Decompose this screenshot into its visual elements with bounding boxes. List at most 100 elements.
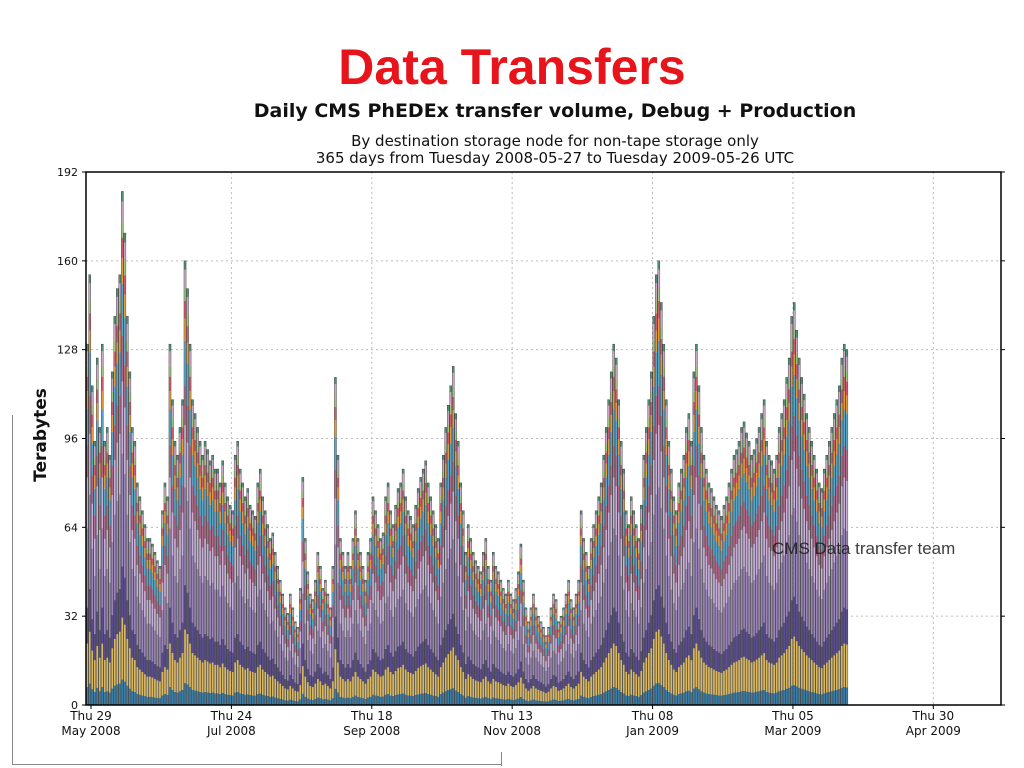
bar-segment bbox=[394, 607, 397, 652]
bar-segment bbox=[186, 288, 189, 297]
bar-segment bbox=[472, 552, 475, 556]
bar-segment bbox=[672, 602, 675, 649]
bar-segment bbox=[625, 528, 628, 536]
bar-segment bbox=[432, 545, 435, 566]
bar-segment bbox=[279, 671, 282, 684]
bar-segment bbox=[788, 403, 791, 421]
bar-segment bbox=[559, 624, 563, 628]
bar-segment bbox=[387, 511, 390, 523]
bar-segment bbox=[572, 616, 575, 621]
bar-segment bbox=[301, 491, 304, 498]
bar-segment bbox=[93, 457, 96, 466]
bar-segment bbox=[269, 660, 272, 677]
bar-segment bbox=[266, 591, 269, 617]
bar-segment bbox=[529, 620, 533, 626]
bar-segment bbox=[96, 364, 99, 379]
bar-segment bbox=[161, 545, 164, 566]
bar-segment bbox=[457, 457, 460, 466]
bar-segment bbox=[517, 609, 520, 622]
bar-segment bbox=[504, 600, 507, 604]
bar-segment bbox=[547, 634, 550, 638]
bar-segment bbox=[805, 413, 808, 420]
bar-segment bbox=[489, 596, 492, 603]
bar-segment bbox=[497, 574, 500, 580]
bar-segment bbox=[635, 656, 638, 675]
bar-segment bbox=[131, 477, 134, 506]
bar-segment bbox=[778, 452, 781, 464]
bar-segment bbox=[462, 510, 465, 515]
bar-segment bbox=[717, 514, 721, 523]
bar-segment bbox=[246, 568, 249, 599]
bar-segment bbox=[580, 545, 583, 566]
bar-segment bbox=[805, 451, 808, 466]
bar-segment bbox=[214, 556, 217, 590]
bar-segment bbox=[557, 632, 560, 637]
bar-segment bbox=[835, 405, 838, 418]
bar-segment bbox=[196, 691, 199, 705]
bar-segment bbox=[311, 676, 314, 688]
bar-segment bbox=[517, 571, 520, 575]
bar-segment bbox=[795, 686, 798, 705]
bar-segment bbox=[810, 691, 813, 705]
bar-segment bbox=[539, 682, 543, 691]
bar-segment bbox=[655, 352, 658, 396]
bar-segment bbox=[833, 439, 836, 452]
bar-segment bbox=[587, 591, 590, 606]
bar-segment bbox=[580, 695, 583, 705]
bar-segment bbox=[166, 669, 169, 695]
bar-segment bbox=[221, 475, 224, 483]
bar-segment bbox=[775, 500, 778, 526]
bar-segment bbox=[349, 605, 352, 618]
bar-segment bbox=[437, 553, 440, 561]
bar-segment bbox=[755, 454, 758, 463]
bar-segment bbox=[364, 596, 367, 603]
bar-segment bbox=[138, 515, 141, 524]
bar-segment bbox=[389, 671, 392, 696]
bar-segment bbox=[427, 545, 430, 566]
bar-segment bbox=[640, 505, 643, 510]
bar-segment bbox=[183, 682, 187, 705]
bar-segment bbox=[256, 693, 259, 705]
bar-segment bbox=[818, 693, 821, 705]
bar-segment bbox=[542, 634, 545, 638]
bar-segment bbox=[464, 595, 467, 609]
bar-segment bbox=[615, 611, 618, 647]
bar-segment bbox=[221, 482, 224, 493]
bar-segment bbox=[808, 463, 811, 478]
bar-segment bbox=[524, 613, 528, 617]
bar-segment bbox=[121, 222, 124, 238]
bar-segment bbox=[156, 614, 159, 635]
bar-segment bbox=[502, 685, 505, 700]
bar-segment bbox=[324, 626, 327, 644]
bar-segment bbox=[700, 630, 703, 658]
bar-segment bbox=[710, 488, 713, 493]
bar-segment bbox=[504, 675, 507, 687]
bar-segment bbox=[482, 697, 485, 705]
bar-segment bbox=[417, 507, 420, 517]
bar-segment bbox=[467, 591, 470, 617]
bar-segment bbox=[241, 496, 244, 503]
bar-segment bbox=[750, 547, 753, 583]
bar-segment bbox=[121, 381, 124, 454]
bar-segment bbox=[397, 492, 400, 502]
bar-segment bbox=[188, 351, 192, 366]
bar-segment bbox=[529, 678, 533, 689]
bar-segment bbox=[153, 572, 156, 580]
bar-segment bbox=[452, 688, 455, 705]
bar-segment bbox=[126, 514, 129, 601]
bar-segment bbox=[216, 469, 219, 474]
bar-segment bbox=[675, 510, 678, 515]
bar-segment bbox=[580, 671, 583, 696]
bar-segment bbox=[605, 463, 608, 478]
bar-segment bbox=[632, 671, 635, 696]
bar-segment bbox=[309, 699, 312, 705]
bar-segment bbox=[181, 405, 184, 418]
bar-segment bbox=[123, 242, 126, 262]
bar-segment bbox=[783, 439, 786, 455]
bar-segment bbox=[670, 483, 673, 491]
bar-segment bbox=[439, 496, 442, 503]
bar-segment bbox=[188, 477, 192, 529]
bar-segment bbox=[602, 477, 605, 488]
bar-segment bbox=[424, 504, 427, 530]
bar-segment bbox=[575, 625, 578, 636]
